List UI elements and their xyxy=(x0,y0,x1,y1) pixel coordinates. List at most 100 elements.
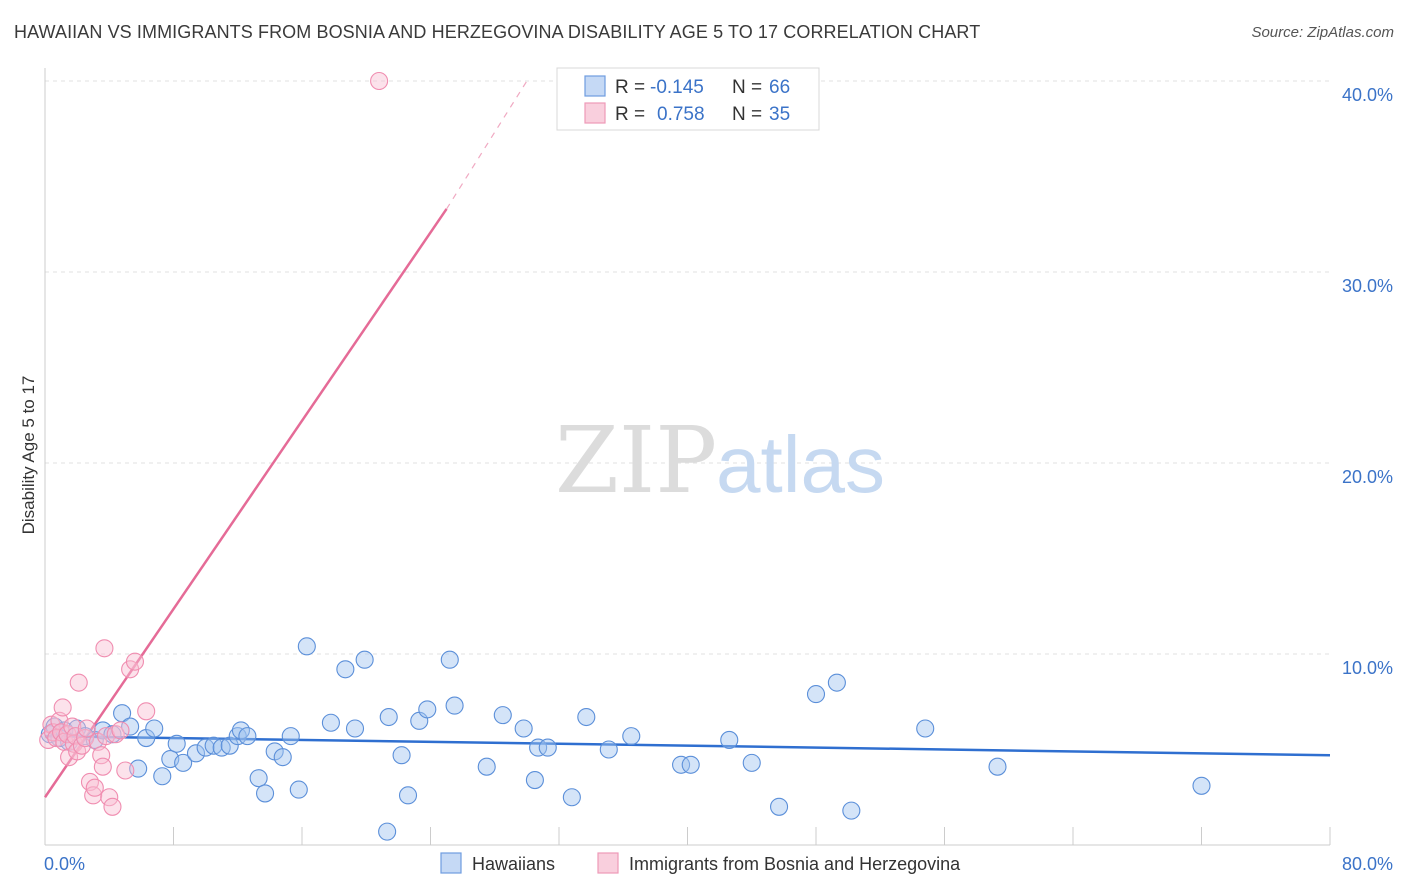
hawaiians-point xyxy=(562,788,581,807)
bosnia-point xyxy=(52,723,71,742)
series-legend-swatch-bosnia xyxy=(597,852,619,874)
bosnia-point xyxy=(80,772,100,792)
hawaiians-point xyxy=(599,740,618,759)
x-tick-labels: 0.0% 80.0% xyxy=(44,854,1393,874)
hawaiians-point xyxy=(672,755,691,774)
stats-legend: R = -0.145 N = 66 R = 0.758 N = 35 xyxy=(556,67,820,131)
hawaiians-point xyxy=(514,719,533,738)
hawaiians-point xyxy=(742,753,761,772)
bosnia-point xyxy=(111,721,130,740)
y-axis-label: Disability Age 5 to 17 xyxy=(19,376,38,535)
series-legend-swatch-hawaiians xyxy=(440,852,462,874)
hawaiians-point xyxy=(289,780,308,799)
bosnia-point xyxy=(100,788,119,807)
y-tick-label: 40.0% xyxy=(1342,85,1393,105)
bosnia-point xyxy=(77,719,96,738)
bosnia-point xyxy=(137,702,156,721)
hawaiians-point xyxy=(806,685,826,704)
bosnia-point xyxy=(125,652,144,671)
watermark: ZIP atlas xyxy=(555,407,885,514)
hawaiians-point xyxy=(622,727,641,746)
hawaiians-point xyxy=(281,727,300,746)
hawaiians-point xyxy=(249,769,268,788)
series-legend: Hawaiians Immigrants from Bosnia and Her… xyxy=(440,852,961,874)
y-tick-label: 20.0% xyxy=(1342,467,1393,487)
hawaiians-point xyxy=(988,757,1007,776)
bosnia-point xyxy=(69,673,88,692)
hawaiians-point xyxy=(827,673,846,692)
bosnia-point xyxy=(53,698,72,717)
hawaiians-point xyxy=(398,786,418,805)
hawaiians-point xyxy=(167,734,186,753)
hawaiians-point xyxy=(345,719,365,738)
hawaiians-point xyxy=(577,707,596,727)
chart-source: Source: ZipAtlas.com xyxy=(1251,24,1394,41)
hawaiians-point xyxy=(379,707,398,727)
bosnia-point xyxy=(95,639,114,658)
bosnia-point xyxy=(93,757,112,776)
hawaiians-point xyxy=(153,767,172,786)
hawaiians-point xyxy=(477,757,496,776)
hawaiians-point xyxy=(273,748,292,767)
legend-r-label-bosnia: R = xyxy=(615,104,645,125)
bosnia-point xyxy=(92,746,111,765)
legend-r-value-bosnia: 0.758 xyxy=(657,104,705,125)
legend-n-label-hawaiians: N = xyxy=(732,77,762,98)
grid-lines xyxy=(45,80,1332,655)
y-tick-label: 30.0% xyxy=(1342,276,1393,296)
hawaiians-point xyxy=(1192,776,1211,795)
hawaiians-point xyxy=(174,753,193,772)
hawaiians-trend-line xyxy=(44,734,1331,757)
hawaiians-point xyxy=(681,755,700,774)
hawaiians-point xyxy=(378,822,397,841)
hawaiians-point xyxy=(228,727,247,746)
bosnia-point xyxy=(116,761,135,780)
hawaiians-point xyxy=(336,660,355,679)
hawaiians-point xyxy=(445,696,464,715)
legend-swatch-hawaiians xyxy=(584,75,606,97)
hawaiians-point xyxy=(770,797,789,816)
hawaiians-point xyxy=(440,650,459,669)
chart-title: HAWAIIAN VS IMMIGRANTS FROM BOSNIA AND H… xyxy=(14,22,981,42)
trend-lines xyxy=(43,80,1331,798)
hawaiians-point xyxy=(355,650,374,669)
data-points xyxy=(39,71,1211,841)
hawaiians-point xyxy=(121,717,140,736)
bosnia-point xyxy=(68,742,87,761)
hawaiians-point xyxy=(145,719,164,738)
legend-swatch-bosnia xyxy=(584,102,606,124)
hawaiians-point xyxy=(256,784,275,803)
watermark-zip: ZIP xyxy=(555,407,717,514)
hawaiians-point xyxy=(493,706,512,725)
bosnia-point xyxy=(370,71,389,91)
hawaiians-point xyxy=(238,727,257,746)
legend-r-value-hawaiians: -0.145 xyxy=(650,77,704,98)
hawaiians-point xyxy=(186,744,206,763)
legend-n-value-bosnia: 35 xyxy=(769,104,790,125)
bosnia-trend-line xyxy=(43,208,448,798)
bosnia-point xyxy=(85,778,104,797)
hawaiians-point xyxy=(720,730,739,750)
hawaiians-point xyxy=(525,771,544,790)
hawaiians-point xyxy=(529,738,548,757)
hawaiians-point xyxy=(321,713,340,732)
hawaiians-point xyxy=(392,746,411,765)
legend-n-value-hawaiians: 66 xyxy=(769,77,790,98)
hawaiians-point xyxy=(538,738,557,757)
legend-n-label-bosnia: N = xyxy=(732,104,762,125)
x-tick-label: 80.0% xyxy=(1342,854,1393,874)
watermark-atlas: atlas xyxy=(716,420,885,509)
y-tick-labels: 10.0% 20.0% 30.0% 40.0% xyxy=(1342,85,1393,678)
y-tick-label: 10.0% xyxy=(1342,658,1393,678)
series-legend-label-bosnia: Immigrants from Bosnia and Herzegovina xyxy=(629,854,961,874)
x-tick-label: 0.0% xyxy=(44,854,85,874)
hawaiians-point xyxy=(916,719,935,738)
series-legend-label-hawaiians: Hawaiians xyxy=(472,854,555,874)
axes xyxy=(44,68,1331,846)
bosnia-point xyxy=(103,797,122,816)
hawaiians-point xyxy=(297,637,316,656)
bosnia-point xyxy=(84,786,103,805)
legend-r-label-hawaiians: R = xyxy=(615,77,645,98)
hawaiians-point xyxy=(842,801,861,820)
